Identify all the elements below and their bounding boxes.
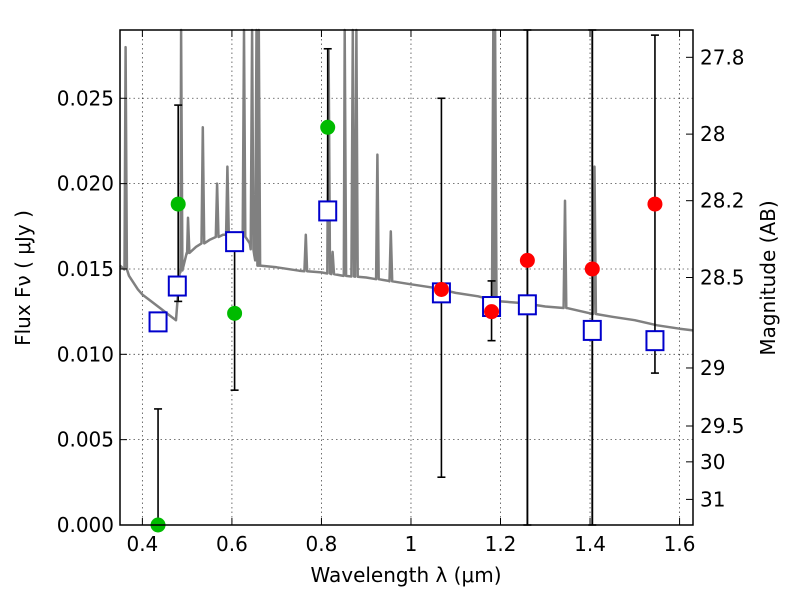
x-tick-label: 1.4 bbox=[574, 532, 606, 556]
x-tick-label: 1.2 bbox=[485, 532, 517, 556]
right-tick-label: 31 bbox=[700, 487, 725, 511]
vertical-markers bbox=[526, 30, 594, 525]
x-tick-label: 1.6 bbox=[664, 532, 696, 556]
observed-data-point bbox=[170, 196, 186, 212]
model-photometry-square bbox=[645, 330, 665, 352]
right-axis-ticks: 27.8 28 28.2 28.5 29 29.5 30 31 bbox=[686, 45, 745, 511]
y-axis-ticks: 0.000 0.005 0.010 0.015 0.020 0.025 bbox=[57, 86, 127, 537]
observed-data-point bbox=[519, 252, 535, 268]
observed-data-point bbox=[227, 305, 243, 321]
y-tick-label: 0.020 bbox=[57, 172, 114, 196]
right-tick-label: 29 bbox=[700, 356, 725, 380]
x-tick-label: 0.6 bbox=[216, 532, 248, 556]
y-tick-label: 0.010 bbox=[57, 342, 114, 366]
observed-data-point bbox=[320, 119, 336, 135]
right-tick-label: 27.8 bbox=[700, 45, 745, 69]
x-axis-ticks: 0.4 0.6 0.8 1 1.2 1.4 1.6 bbox=[126, 30, 695, 556]
right-tick-label: 28.2 bbox=[700, 189, 745, 213]
observed-data-point bbox=[433, 281, 449, 297]
model-photometry-square bbox=[225, 231, 245, 253]
right-tick-label: 28.5 bbox=[700, 266, 745, 290]
right-tick-label: 30 bbox=[700, 450, 725, 474]
observed-data-point bbox=[584, 261, 600, 277]
observed-data-point bbox=[484, 304, 500, 320]
error-bars bbox=[154, 29, 659, 526]
y-tick-label: 0.005 bbox=[57, 428, 114, 452]
model-spectrum bbox=[119, 28, 694, 332]
x-tick-label: 1 bbox=[405, 532, 418, 556]
model-photometry-square bbox=[582, 319, 602, 341]
y-tick-label: 0.015 bbox=[57, 257, 114, 281]
right-tick-label: 28 bbox=[700, 122, 725, 146]
grid-lines bbox=[120, 30, 693, 526]
right-axis-title: Magnitude (AB) bbox=[756, 200, 780, 355]
y-axis-title: Flux Fν ( μJy ) bbox=[11, 210, 35, 346]
x-tick-label: 0.8 bbox=[306, 532, 338, 556]
y-tick-label: 0.025 bbox=[57, 86, 114, 110]
y-tick-label: 0.000 bbox=[57, 513, 114, 537]
observed-data-point bbox=[647, 196, 663, 212]
x-axis-title: Wavelength λ (μm) bbox=[310, 563, 501, 587]
spectrum-line bbox=[119, 28, 694, 332]
model-photometry-square bbox=[167, 275, 187, 297]
right-tick-label: 29.5 bbox=[700, 414, 745, 438]
model-photometry-square bbox=[517, 294, 537, 316]
x-tick-label: 0.4 bbox=[126, 532, 158, 556]
model-photometry-square bbox=[318, 200, 338, 222]
plot-frame bbox=[119, 29, 694, 526]
model-photometry-square bbox=[148, 311, 168, 333]
